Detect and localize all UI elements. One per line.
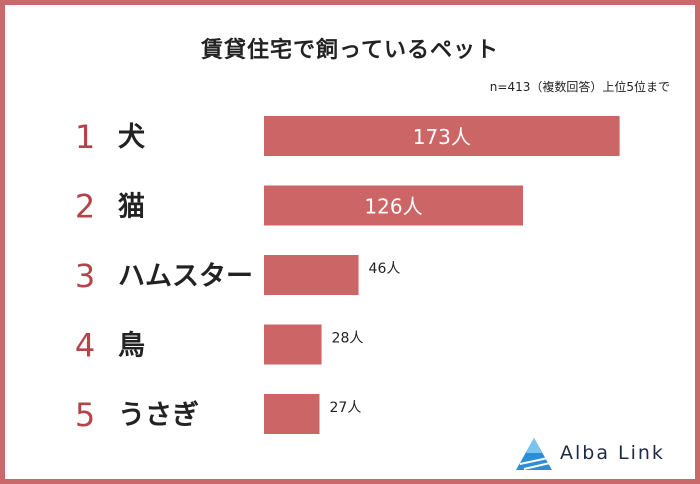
value-label: 173人 <box>413 125 471 149</box>
brand-name: Alba Link <box>560 442 665 464</box>
value-label: 46人 <box>369 261 401 277</box>
value-label: 28人 <box>332 331 364 347</box>
value-label: 126人 <box>364 195 422 219</box>
triangle-logo-icon <box>516 438 552 470</box>
chart-title: 賃貸住宅で飼っているペット <box>201 38 499 63</box>
bar <box>264 394 320 434</box>
sample-note: n=413（複数回答）上位5位まで <box>489 80 670 94</box>
category-label: 鳥 <box>118 331 145 362</box>
rank-label: 3 <box>75 257 95 295</box>
rank-label: 4 <box>75 327 95 365</box>
bar <box>264 255 359 295</box>
rank-label: 5 <box>75 396 95 434</box>
category-label: うさぎ <box>118 400 199 431</box>
category-label: 犬 <box>118 122 145 153</box>
bar <box>264 185 523 226</box>
bar <box>264 116 620 156</box>
bar <box>264 324 322 365</box>
rank-label: 1 <box>75 118 95 156</box>
brand-logo: Alba Link <box>514 436 684 472</box>
rank-label: 2 <box>75 188 95 226</box>
value-label: 27人 <box>330 400 362 416</box>
category-label: 猫 <box>118 192 145 223</box>
category-label: ハムスター <box>118 261 253 292</box>
